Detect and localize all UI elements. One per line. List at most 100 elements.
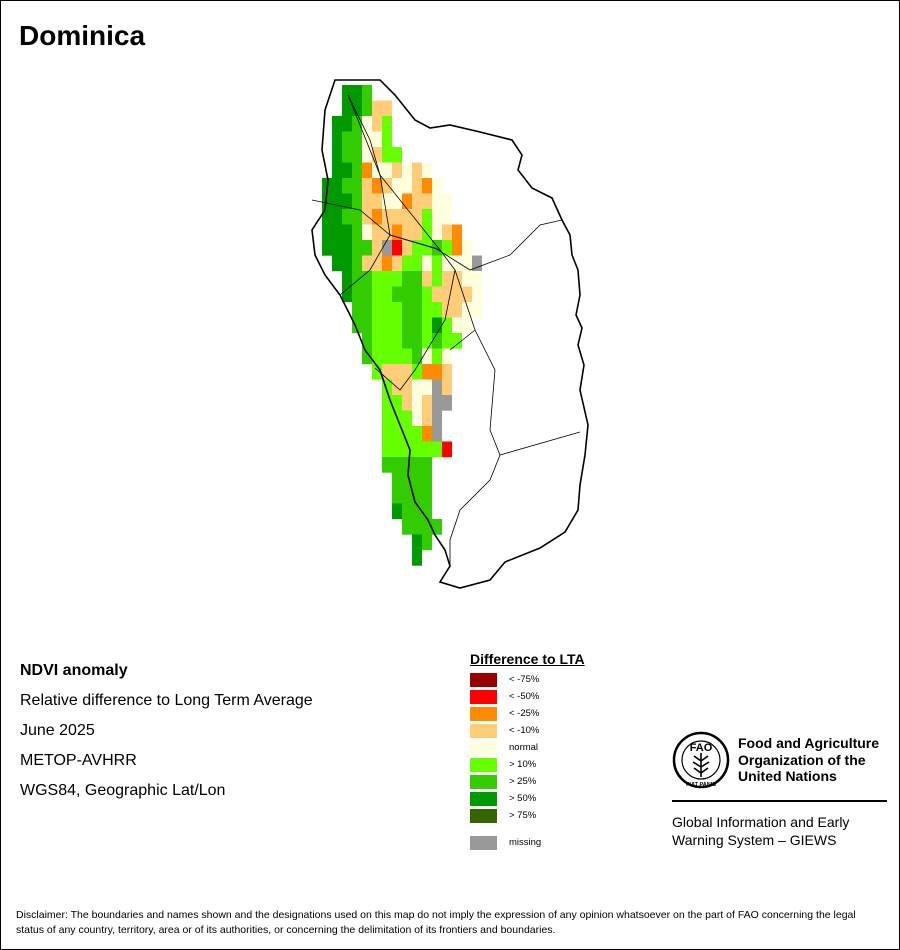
anomaly-cell bbox=[472, 255, 482, 272]
anomaly-cell bbox=[332, 209, 342, 225]
anomaly-cell bbox=[412, 333, 422, 349]
anomaly-cell bbox=[392, 333, 402, 349]
logo-ring-text: FIAT PANIS bbox=[686, 782, 716, 788]
anomaly-cell bbox=[362, 193, 372, 210]
anomaly-cell bbox=[342, 271, 352, 287]
anomaly-cell bbox=[342, 193, 352, 210]
map-title: Dominica bbox=[19, 20, 146, 51]
anomaly-cell bbox=[332, 178, 342, 194]
legend-label: > 10% bbox=[509, 759, 537, 770]
anomaly-cell bbox=[382, 271, 392, 287]
anomaly-cell bbox=[422, 178, 432, 194]
anomaly-cell bbox=[422, 457, 432, 473]
anomaly-cell bbox=[342, 178, 352, 194]
anomaly-cell bbox=[402, 457, 412, 473]
legend-label: < -75% bbox=[509, 674, 540, 685]
branding-divider bbox=[672, 800, 887, 802]
anomaly-cell bbox=[372, 333, 382, 349]
anomaly-cell bbox=[322, 240, 332, 256]
anomaly-cell bbox=[432, 286, 442, 303]
anomaly-cell bbox=[392, 240, 402, 256]
anomaly-cell bbox=[402, 503, 412, 520]
anomaly-cell bbox=[452, 240, 462, 256]
anomaly-cell bbox=[402, 271, 412, 287]
anomaly-cell bbox=[412, 488, 422, 504]
anomaly-cell bbox=[412, 395, 422, 411]
anomaly-cell bbox=[382, 116, 392, 132]
legend-swatch bbox=[470, 757, 497, 772]
anomaly-cell bbox=[432, 410, 442, 427]
anomaly-cell bbox=[382, 286, 392, 303]
anomaly-cell bbox=[422, 441, 432, 458]
legend-swatch bbox=[470, 740, 497, 755]
anomaly-cell bbox=[372, 317, 382, 334]
anomaly-cell bbox=[332, 162, 342, 179]
anomaly-cell bbox=[362, 100, 372, 117]
anomaly-cell bbox=[462, 317, 472, 334]
system-name-line: Global Information and Early bbox=[672, 814, 850, 830]
anomaly-cell bbox=[392, 488, 402, 504]
anomaly-cell bbox=[402, 488, 412, 504]
anomaly-cell bbox=[432, 193, 442, 210]
anomaly-cell bbox=[432, 240, 442, 256]
anomaly-cell bbox=[412, 364, 422, 380]
anomaly-cell bbox=[342, 224, 352, 241]
anomaly-cell bbox=[392, 302, 402, 318]
anomaly-cell bbox=[402, 286, 412, 303]
anomaly-cell bbox=[382, 457, 392, 473]
anomaly-cell bbox=[382, 395, 392, 411]
anomaly-cell bbox=[442, 441, 452, 458]
anomaly-cell bbox=[412, 162, 422, 179]
legend-item: > 75% bbox=[470, 807, 640, 824]
anomaly-cell bbox=[422, 240, 432, 256]
anomaly-cell bbox=[382, 410, 392, 427]
legend-swatch bbox=[470, 689, 497, 704]
anomaly-cell bbox=[412, 472, 422, 489]
anomaly-cell bbox=[422, 193, 432, 210]
anomaly-cell bbox=[412, 317, 422, 334]
anomaly-cell bbox=[402, 193, 412, 210]
anomaly-cell bbox=[422, 255, 432, 272]
anomaly-cell bbox=[392, 426, 402, 442]
anomaly-cell bbox=[402, 519, 412, 535]
anomaly-cell bbox=[352, 317, 362, 334]
anomaly-cell bbox=[372, 224, 382, 241]
anomaly-cell bbox=[412, 348, 422, 365]
anomaly-cell bbox=[432, 426, 442, 442]
anomaly-cell bbox=[362, 348, 372, 365]
anomaly-cell bbox=[402, 426, 412, 442]
anomaly-cell bbox=[342, 240, 352, 256]
legend-label: > 50% bbox=[509, 793, 537, 804]
anomaly-cell bbox=[352, 302, 362, 318]
anomaly-cell bbox=[462, 255, 472, 272]
anomaly-cell bbox=[422, 488, 432, 504]
anomaly-cell bbox=[352, 147, 362, 163]
product-name: NDVI anomaly bbox=[20, 662, 128, 679]
anomaly-cell bbox=[422, 333, 432, 349]
anomaly-cell bbox=[422, 224, 432, 241]
anomaly-cell bbox=[422, 410, 432, 427]
anomaly-cell bbox=[352, 100, 362, 117]
anomaly-cell bbox=[382, 364, 392, 380]
anomaly-cell bbox=[432, 317, 442, 334]
anomaly-cells bbox=[322, 85, 482, 566]
anomaly-cell bbox=[412, 441, 422, 458]
anomaly-cell bbox=[362, 255, 372, 272]
anomaly-cell bbox=[442, 224, 452, 241]
anomaly-cell bbox=[332, 240, 342, 256]
anomaly-cell bbox=[352, 209, 362, 225]
anomaly-cell bbox=[402, 410, 412, 427]
anomaly-cell bbox=[392, 224, 402, 241]
anomaly-cell bbox=[422, 426, 432, 442]
legend-label: < -25% bbox=[509, 708, 540, 719]
anomaly-cell bbox=[412, 503, 422, 520]
anomaly-cell bbox=[362, 178, 372, 194]
anomaly-cell bbox=[472, 271, 482, 287]
anomaly-cell bbox=[382, 147, 392, 163]
anomaly-cell bbox=[392, 147, 402, 163]
anomaly-cell bbox=[362, 147, 372, 163]
anomaly-cell bbox=[382, 317, 392, 334]
anomaly-cell bbox=[382, 255, 392, 272]
anomaly-cell bbox=[352, 162, 362, 179]
